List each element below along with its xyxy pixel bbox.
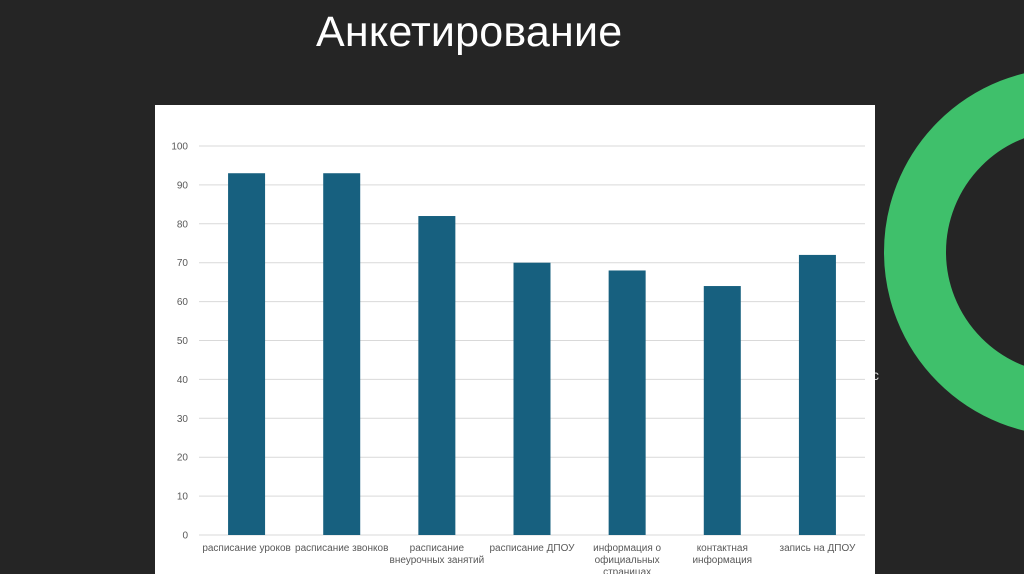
slide-title: Анкетирование — [316, 8, 623, 56]
chart-bars — [228, 173, 836, 536]
x-tick-label: расписание внеурочных занятий — [390, 543, 485, 566]
x-tick-label: информация о официальных страницах — [593, 542, 661, 574]
chart-bar — [703, 286, 741, 535]
chart-bar — [323, 173, 361, 535]
y-tick-label: 10 — [177, 492, 189, 503]
y-tick-label: 60 — [177, 297, 189, 308]
chart-bar — [608, 270, 646, 535]
chart-bar — [418, 216, 456, 535]
y-tick-label: 40 — [177, 375, 189, 386]
x-tick-label: расписание звонков — [295, 543, 388, 554]
y-tick-label: 100 — [171, 142, 188, 153]
y-tick-label: 30 — [177, 414, 189, 425]
x-tick-label: расписание уроков — [202, 543, 291, 554]
x-tick-label: контактная информация — [692, 543, 752, 566]
chart-bar — [513, 262, 551, 535]
chart-panel: 0 10 20 30 40 50 60 70 80 90 100 расписание уроков… — [155, 105, 875, 574]
y-tick-label: 80 — [177, 219, 189, 230]
y-tick-label: 0 — [182, 531, 188, 542]
y-tick-label: 20 — [177, 453, 189, 464]
y-tick-label: 70 — [177, 258, 189, 269]
x-tick-label: расписание ДПОУ — [489, 543, 575, 554]
y-tick-label: 50 — [177, 336, 189, 347]
y-tick-label: 90 — [177, 180, 189, 191]
bar-chart: 0 10 20 30 40 50 60 70 80 90 100 расписание уроков… — [171, 142, 865, 574]
decorative-ring — [884, 73, 1024, 431]
x-axis-tick-labels: расписание уроков расписание звонков распи… — [202, 542, 856, 574]
chart-bar — [228, 173, 266, 535]
stray-text: с — [872, 367, 879, 383]
chart-bar — [798, 254, 836, 536]
y-axis-tick-labels: 0 10 20 30 40 50 60 70 80 90 100 — [171, 142, 188, 542]
x-tick-label: запись на ДПОУ — [779, 543, 856, 554]
